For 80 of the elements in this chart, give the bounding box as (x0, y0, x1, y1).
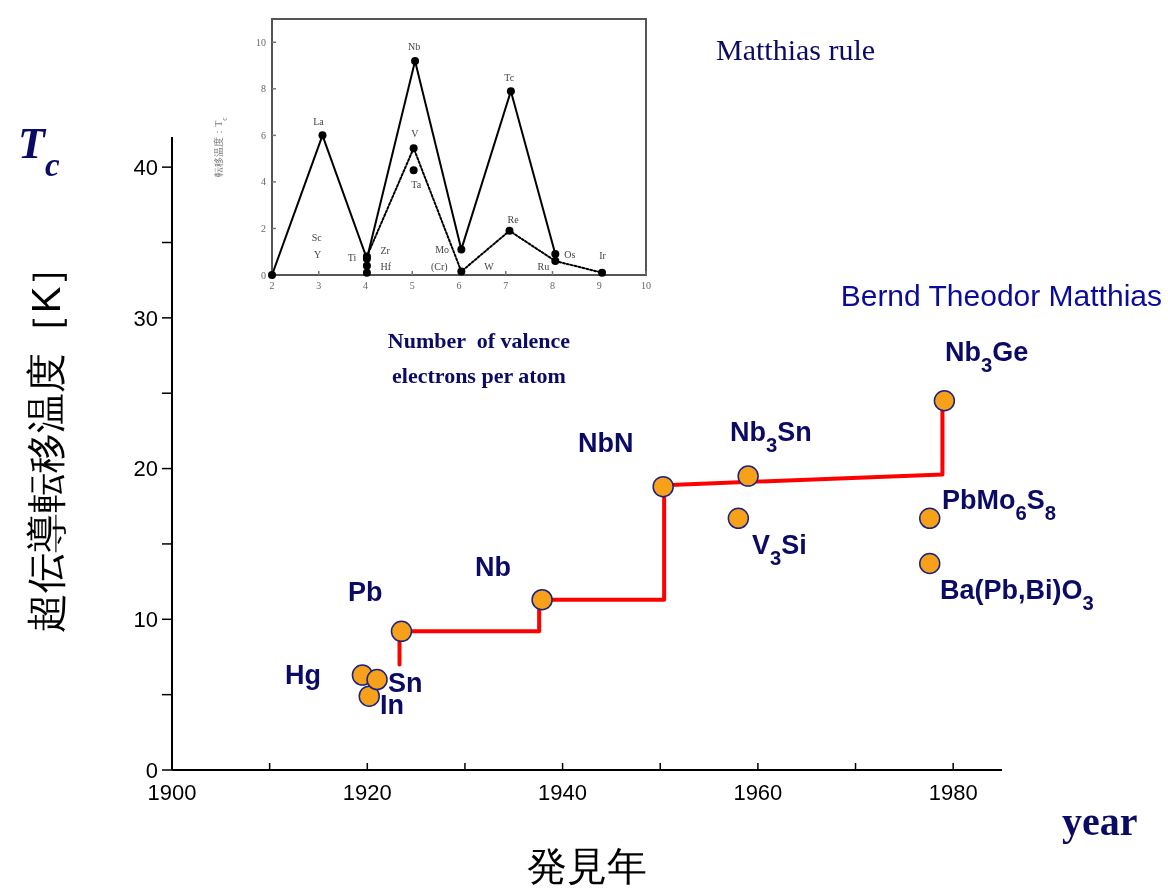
y-tick-label: 8 (261, 83, 266, 95)
y-tick-label: 30 (133, 305, 158, 331)
x-tick-label: 4 (363, 279, 368, 291)
annotation: Tc (504, 71, 515, 83)
y-tick-label: 10 (133, 606, 158, 632)
y-tick-label: 40 (133, 154, 158, 180)
point (409, 166, 418, 175)
point (933, 390, 956, 412)
x-tick-label: 1940 (538, 779, 588, 805)
x-tick-label: 7 (503, 279, 509, 291)
annotation: Ta (411, 178, 422, 190)
y-tick-label: 4 (261, 176, 266, 188)
annotation: Os (564, 248, 576, 260)
point (457, 245, 466, 254)
point (366, 668, 388, 691)
y-tick-label: 6 (261, 129, 266, 141)
annotation: Ti (347, 252, 357, 264)
point (598, 268, 607, 277)
x-tick-label: 5 (409, 279, 415, 291)
point (390, 620, 413, 643)
annotation: Pb (348, 577, 383, 608)
annotation: Ir (599, 249, 607, 261)
y-tick-label: 10 (256, 36, 266, 48)
point (506, 87, 515, 96)
y-tick-label: 20 (133, 456, 158, 482)
point (409, 144, 418, 153)
x-tick-label: 1960 (733, 779, 783, 805)
text: T$_{c}$ (18, 119, 60, 183)
point (318, 131, 327, 140)
annotation: W (484, 261, 495, 273)
y-tick-label: 2 (261, 222, 266, 234)
point (358, 685, 380, 707)
annotation: Mo (435, 243, 450, 255)
annotation: (Cr) (430, 261, 448, 274)
x-tick-label: 2 (269, 279, 275, 291)
x-tick-label: 1920 (342, 779, 392, 805)
point (918, 552, 941, 575)
annotation: Bernd Theodor Matthias (840, 279, 1162, 312)
x-axis-title: Number of valence electrons per atom (387, 328, 571, 388)
text: year (1062, 799, 1138, 844)
annotation: Re (507, 213, 520, 225)
annotation: Sn (388, 668, 423, 699)
annotation: PbMo$_{6}$S$_{8}$ (942, 485, 1057, 525)
x-tick-label: 1980 (928, 779, 978, 805)
annotation: Hg (285, 660, 321, 691)
point (505, 226, 514, 235)
x-tick-label: 10 (641, 279, 651, 291)
x-tick-label: 3 (316, 279, 322, 291)
annotation: Nb$_{3}$Sn (730, 417, 812, 457)
text: Matthias rule (716, 33, 876, 66)
point (531, 588, 553, 611)
point (551, 250, 560, 259)
annotation: Nb (475, 552, 511, 583)
annotation: Y (314, 248, 322, 260)
x-tick-label: 6 (456, 279, 462, 291)
annotation: Nb (408, 41, 421, 53)
annotation: Ba(Pb,Bi)O$_{3}$ (940, 575, 1094, 615)
y-tick-label: 0 (261, 269, 266, 281)
x-axis-title: 発見年 (527, 844, 647, 888)
point (457, 267, 466, 276)
point (551, 257, 560, 266)
point (727, 507, 750, 530)
point (652, 475, 674, 498)
annotation: Ru (537, 261, 550, 273)
annotation: Zr (380, 245, 391, 257)
x-tick-label: 9 (596, 279, 602, 291)
annotation: NbN (578, 428, 634, 459)
annotation: V (411, 127, 420, 139)
annotation: La (313, 115, 325, 127)
annotation: Sc (311, 232, 323, 244)
point (737, 465, 759, 487)
point (362, 261, 371, 270)
annotation: Nb$_{3}$Ge (945, 337, 1029, 377)
x-tick-label: 8 (550, 279, 555, 291)
point (411, 56, 420, 65)
y-axis-title: 超伝導転移温度［K］ (24, 246, 68, 634)
point (918, 507, 941, 530)
annotation: V$_{3}$Si (752, 530, 807, 570)
annotation: Hf (380, 261, 392, 273)
point (362, 268, 371, 277)
